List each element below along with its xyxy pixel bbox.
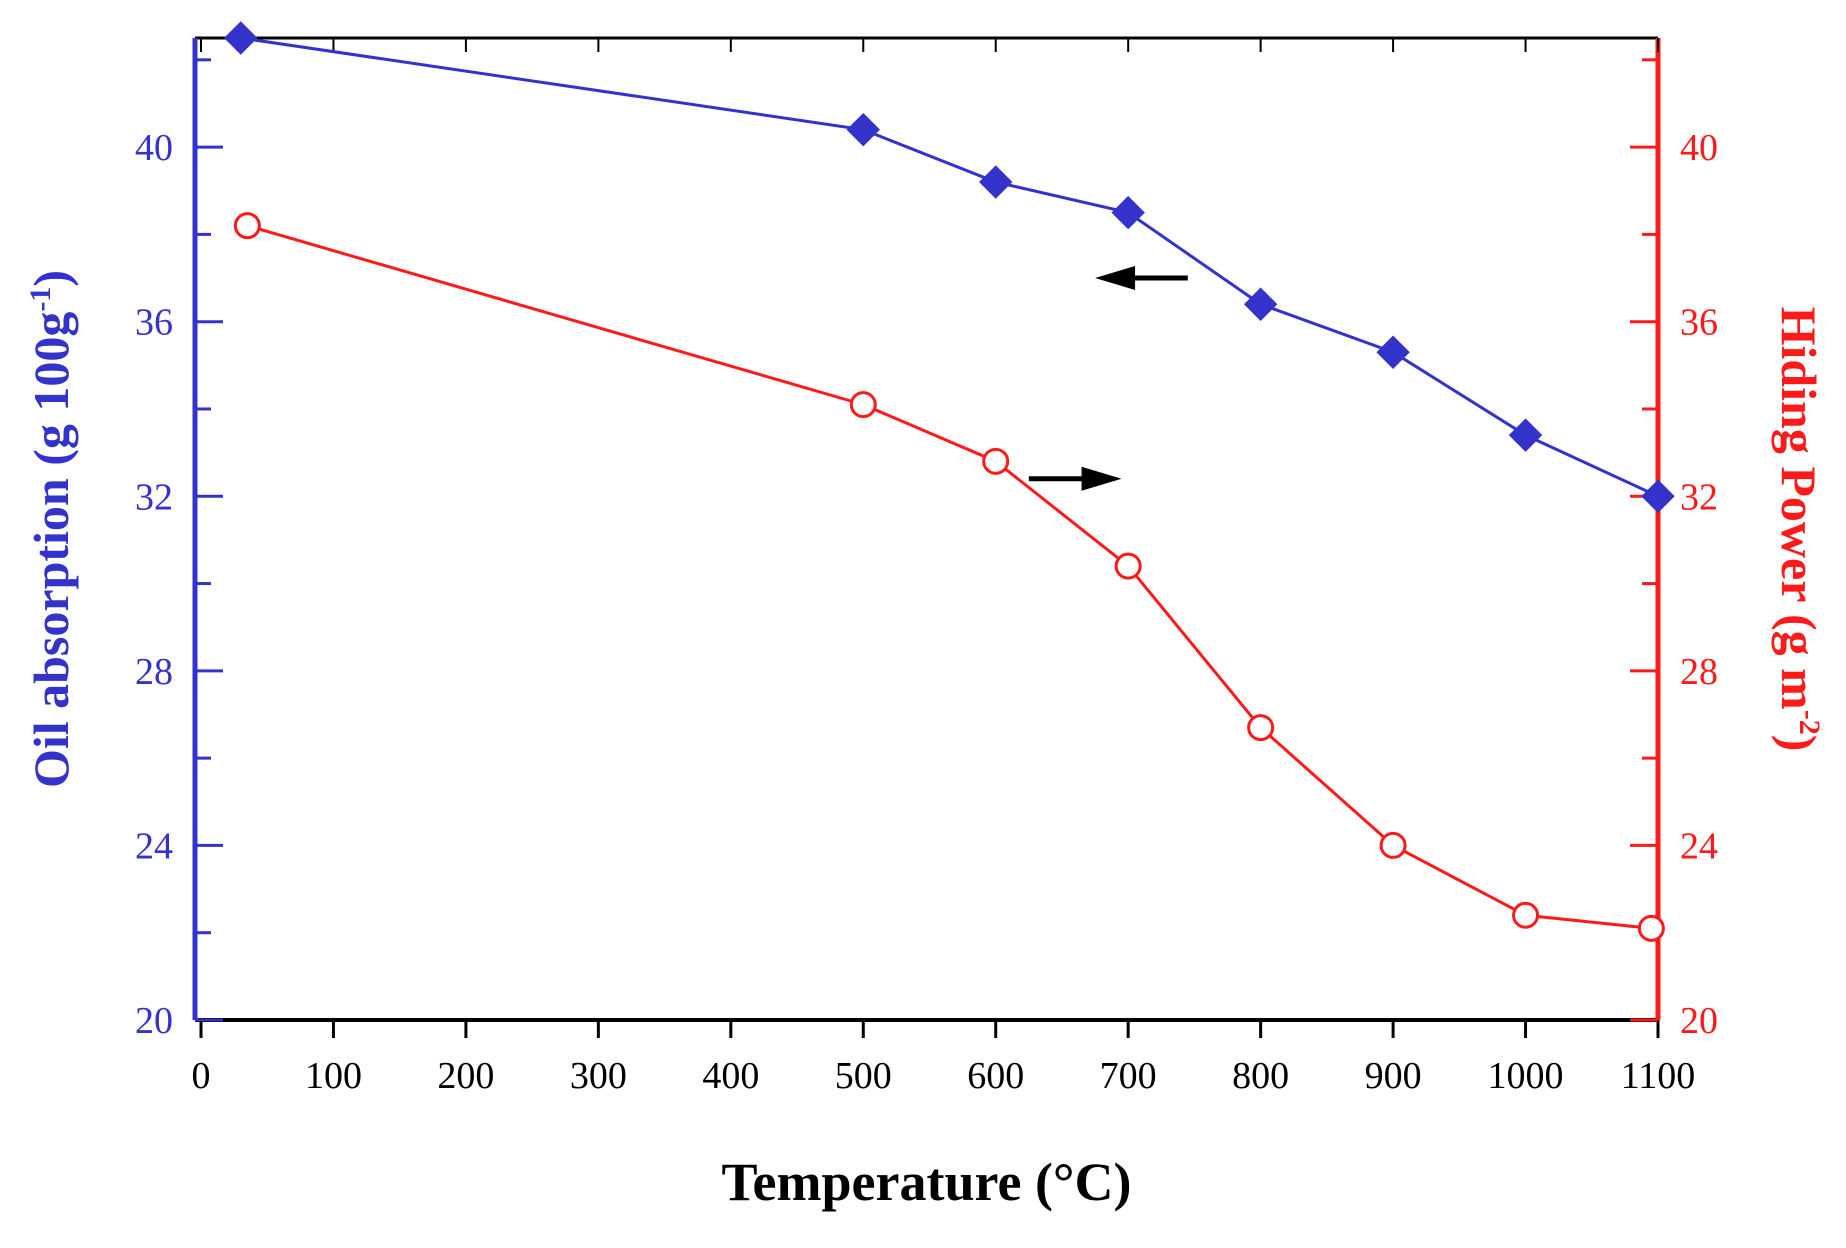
hiding-power-marker: [1114, 552, 1142, 580]
right-y-axis-title: Hiding Power (g m-2): [1771, 307, 1827, 752]
x-tick-label: 700: [1100, 1055, 1157, 1097]
right-y-axis-title-main: Hiding Power (g m: [1771, 307, 1827, 710]
right-y-tick-label: 40: [1680, 127, 1718, 169]
x-tick-label: 1100: [1621, 1055, 1696, 1097]
x-tick-label: 600: [967, 1055, 1024, 1097]
hiding-power-marker: [233, 212, 261, 240]
x-tick-label: 300: [570, 1055, 627, 1097]
arrow-head: [1081, 466, 1122, 491]
oil-absorption-marker: [846, 112, 880, 147]
x-tick-label: 400: [702, 1055, 759, 1097]
oil-absorption-marker: [979, 165, 1013, 199]
oil-absorption-marker: [1508, 418, 1543, 452]
right-y-tick-label: 24: [1680, 825, 1718, 867]
hiding-power-marker: [849, 391, 877, 419]
annotations: [1028, 266, 1188, 491]
hiding-power-marker: [1637, 914, 1665, 942]
left-y-axis-title: Oil absorption (g 100g-1): [23, 270, 79, 788]
oil-absorption-marker: [1111, 195, 1145, 230]
right-y-axis-title-sup: -2: [1793, 710, 1826, 735]
left-y-tick-label: 24: [135, 825, 173, 867]
right-y-tick-label: 36: [1680, 302, 1718, 344]
axes: [192, 36, 1661, 1038]
oil-absorption-marker: [224, 21, 258, 55]
left-y-tick-label: 28: [135, 651, 173, 693]
left-y-tick-label: 32: [135, 476, 173, 518]
hiding-power-marker: [1379, 831, 1407, 859]
left-y-tick-label: 40: [135, 127, 173, 169]
oil-absorption-marker: [1641, 479, 1675, 513]
oil-absorption-marker: [1243, 287, 1278, 321]
right-y-axis-title-end: ): [1771, 735, 1827, 752]
oil-absorption-marker: [1376, 335, 1410, 369]
right-y-tick-label: 28: [1680, 651, 1718, 693]
right-arrow-icon: [1028, 466, 1122, 491]
left-y-tick-label: 20: [135, 1000, 173, 1042]
left-arrow-icon: [1095, 266, 1188, 291]
x-tick-label: 200: [437, 1055, 494, 1097]
x-tick-label: 900: [1365, 1055, 1422, 1097]
x-tick-label: 800: [1232, 1055, 1289, 1097]
hiding-power-marker: [1247, 714, 1275, 742]
hiding-power-marker: [1512, 901, 1540, 929]
x-tick-label: 1000: [1488, 1055, 1564, 1097]
right-y-tick-label: 32: [1680, 476, 1718, 518]
oil-absorption-line: [240, 36, 1659, 498]
left-y-axis-title-sup: -1: [24, 287, 57, 312]
labels: 0 100 200 300 400 500 600 700 800 900 1000 1100 20 24…: [23, 127, 1827, 1212]
series: [224, 21, 1675, 942]
hiding-power-marker: [982, 447, 1010, 475]
left-y-axis-title-end: ): [23, 270, 79, 287]
x-tick-label: 0: [192, 1055, 211, 1097]
right-y-tick-label: 20: [1680, 1000, 1718, 1042]
x-axis-title: Temperature (°C): [721, 1152, 1131, 1212]
left-y-axis-title-main: Oil absorption (g 100g: [23, 312, 79, 788]
x-tick-label: 100: [305, 1055, 362, 1097]
x-tick-label: 500: [835, 1055, 892, 1097]
arrow-head: [1095, 266, 1136, 291]
hiding-power-line: [246, 224, 1652, 930]
left-y-tick-label: 36: [135, 302, 173, 344]
